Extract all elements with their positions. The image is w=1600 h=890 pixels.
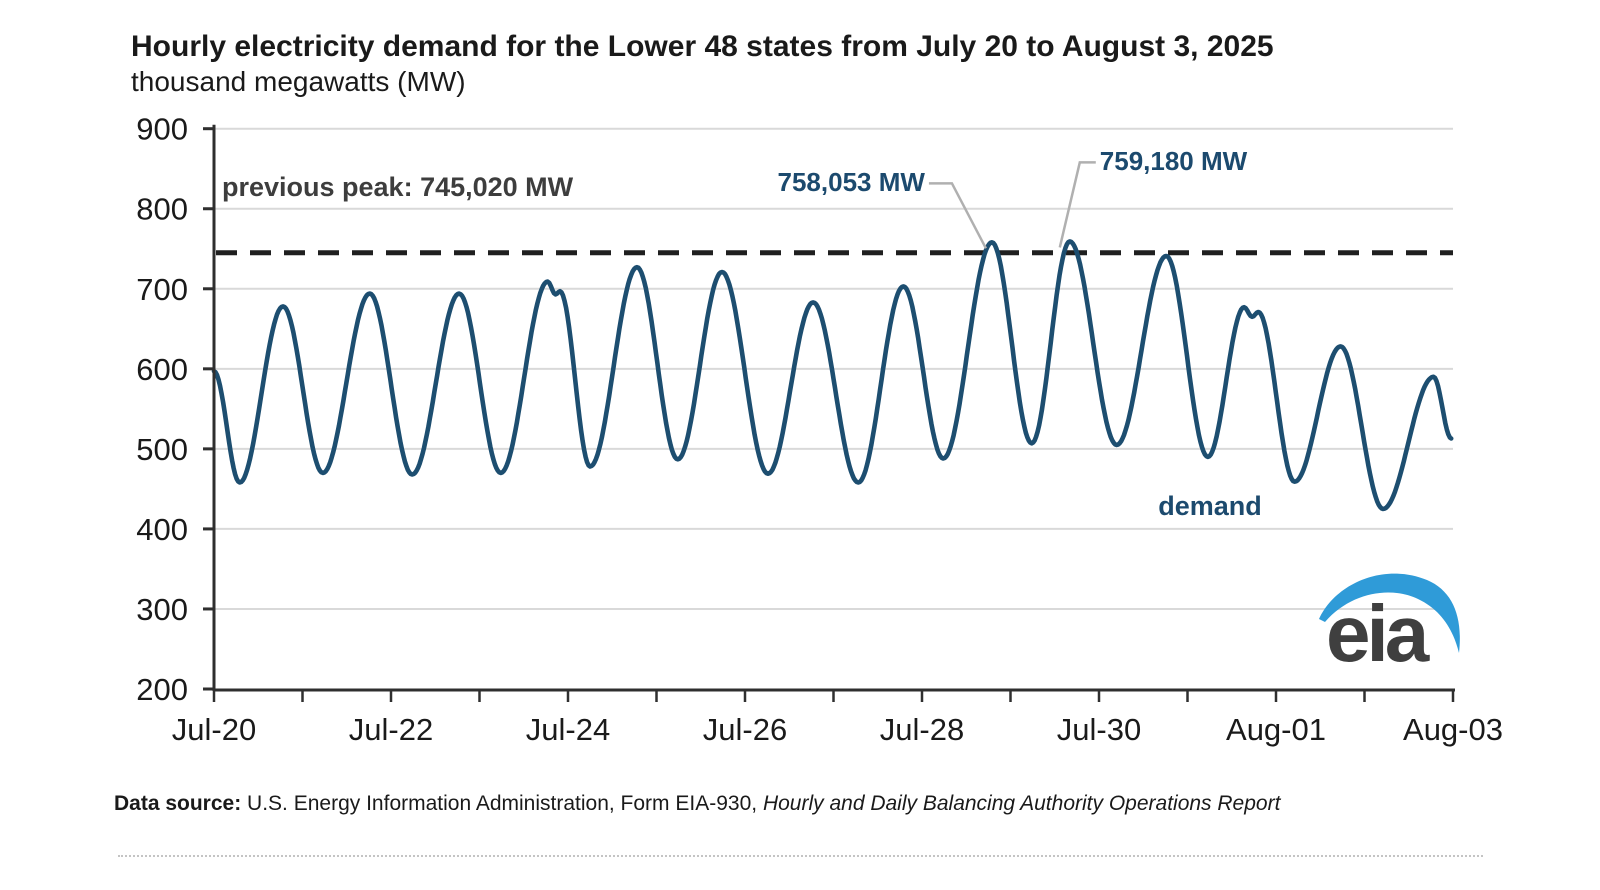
demand-series-label: demand xyxy=(1158,491,1262,521)
peak-annotation-758053: 758,053 MW xyxy=(777,167,925,198)
peak-annotation-759180: 759,180 MW xyxy=(1099,146,1248,177)
data-source-note: Data source: U.S. Energy Information Adm… xyxy=(114,792,1280,816)
x-tick-label-Aug-03: Aug-03 xyxy=(1403,712,1503,747)
eia-logo: eia xyxy=(1310,560,1480,674)
x-tick-label-Jul-24: Jul-24 xyxy=(526,712,610,747)
reference-line-label: previous peak: 745,020 MW xyxy=(222,172,574,202)
y-tick-label-700: 700 xyxy=(136,272,188,307)
eia-logo-swoosh-icon xyxy=(1319,573,1460,653)
chart-subtitle: thousand megawatts (MW) xyxy=(131,66,466,97)
data-source-text: U.S. Energy Information Administration, … xyxy=(241,792,763,815)
annotation-leader-1 xyxy=(1058,161,1096,248)
y-tick-label-900: 900 xyxy=(136,112,188,147)
x-tick-label-Jul-28: Jul-28 xyxy=(880,712,964,747)
eia-swoosh-shape xyxy=(1319,573,1460,653)
y-tick-label-600: 600 xyxy=(136,352,188,387)
chart-title: Hourly electricity demand for the Lower … xyxy=(131,30,1274,63)
bottom-divider-line xyxy=(118,855,1483,857)
x-tick-label-Aug-01: Aug-01 xyxy=(1226,712,1326,747)
x-tick-label-Jul-20: Jul-20 xyxy=(172,712,256,747)
demand-series-line xyxy=(211,239,1454,512)
x-tick-label-Jul-26: Jul-26 xyxy=(703,712,787,747)
x-tick-label-Jul-22: Jul-22 xyxy=(349,712,433,747)
y-tick-label-300: 300 xyxy=(136,592,188,627)
y-tick-label-800: 800 xyxy=(136,192,188,227)
x-tick-label-Jul-30: Jul-30 xyxy=(1057,712,1141,747)
y-tick-label-200: 200 xyxy=(136,672,188,707)
y-tick-label-400: 400 xyxy=(136,512,188,547)
annotation-leader-0 xyxy=(928,182,988,249)
eia-logo-text: eia xyxy=(1326,589,1429,678)
data-source-report-title: Hourly and Daily Balancing Authority Ope… xyxy=(762,792,1281,815)
y-tick-label-500: 500 xyxy=(136,432,188,467)
data-source-label: Data source: xyxy=(114,792,242,815)
